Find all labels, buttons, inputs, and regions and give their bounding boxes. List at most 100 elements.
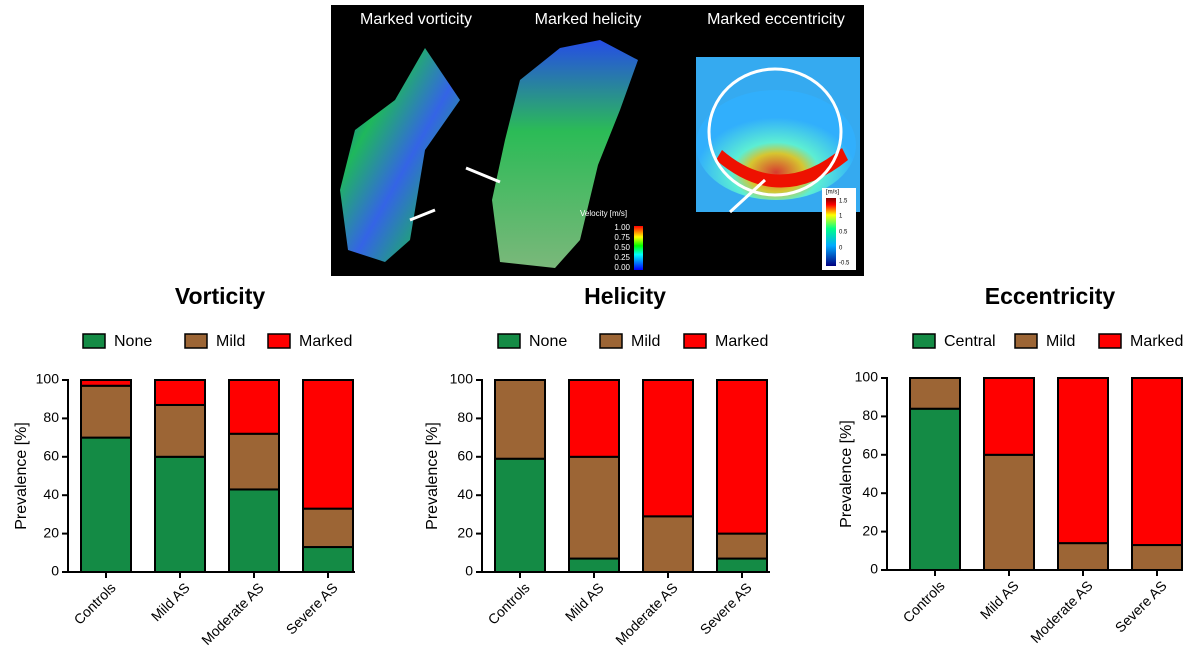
colorbar-label: 0.50: [614, 243, 630, 252]
x-tick-label: Mild AS: [977, 577, 1022, 622]
y-tick-label: 60: [457, 448, 473, 464]
colorbar: [826, 198, 836, 266]
colorbar-title: Velocity [m/s]: [580, 209, 627, 218]
legend-swatch: [1014, 333, 1038, 349]
bar-segment: [642, 379, 694, 518]
flow-image: Marked vorticity Marked helicity Marked …: [331, 5, 864, 276]
bar-segment: [302, 546, 354, 573]
x-tick-label: Mild AS: [562, 579, 607, 624]
y-axis-label: Prevalence [%]: [13, 422, 30, 530]
colorbar-title: [m/s]: [826, 190, 839, 196]
chart-title: Helicity: [584, 283, 666, 309]
colorbar-label: 0.00: [614, 263, 630, 272]
colorbar-label: 1: [839, 214, 843, 220]
legend-label: Mild: [631, 333, 660, 350]
bar-segment: [154, 455, 206, 573]
bar-segment: [568, 379, 620, 458]
legend-label: None: [529, 333, 567, 350]
colorbar-label: 0.25: [614, 253, 630, 262]
legend-label: Marked: [299, 333, 352, 350]
bar-segment: [716, 379, 768, 535]
bar-segment: [909, 377, 961, 410]
arrow: [409, 208, 436, 222]
bar-segment: [228, 488, 280, 573]
chart-title: Vorticity: [175, 283, 266, 309]
legend-label: Mild: [216, 333, 245, 350]
panel-title: Marked helicity: [535, 11, 642, 28]
x-tick-label: Moderate AS: [1027, 577, 1096, 646]
legend-swatch: [497, 333, 521, 349]
bar-segment: [568, 455, 620, 560]
colorbar: [634, 226, 643, 270]
colorbar-label: 0.75: [614, 233, 630, 242]
x-tick-label: Controls: [485, 579, 533, 627]
legend-swatch: [599, 333, 623, 349]
legend-label: Mild: [1046, 333, 1075, 350]
eccentricity-jet: [716, 148, 848, 188]
legend-swatch: [184, 333, 208, 349]
bar-segment: [568, 557, 620, 573]
vorticity-flow: [340, 48, 460, 262]
x-tick-label: Severe AS: [283, 579, 341, 637]
y-tick-label: 100: [855, 369, 879, 385]
y-tick-label: 20: [43, 524, 59, 540]
bar-segment: [1131, 377, 1183, 547]
bar-segment: [909, 407, 961, 571]
chart-title: Eccentricity: [985, 283, 1116, 309]
arrow: [728, 178, 767, 214]
y-tick-label: 100: [450, 371, 474, 387]
y-tick-label: 100: [36, 371, 60, 387]
x-tick-label: Controls: [900, 577, 948, 625]
colorbar-label: 1.00: [614, 223, 630, 232]
legend-swatch: [912, 333, 936, 349]
colorbar-label: 0: [839, 246, 843, 252]
bar-segment: [716, 532, 768, 560]
y-tick-label: 20: [862, 522, 878, 538]
colorbar-label: -0.5: [839, 261, 850, 267]
bar-segment: [80, 384, 132, 439]
bar-segment: [494, 457, 546, 573]
y-tick-label: 80: [43, 409, 59, 425]
y-tick-label: 40: [862, 484, 878, 500]
y-tick-label: 0: [465, 563, 473, 579]
x-tick-label: Moderate AS: [612, 579, 681, 648]
y-tick-label: 0: [51, 563, 59, 579]
bar-segment: [983, 453, 1035, 571]
bar-segment: [80, 436, 132, 573]
y-tick-label: 80: [862, 407, 878, 423]
bar-segment: [154, 379, 206, 406]
panel-title: Marked eccentricity: [707, 11, 845, 28]
y-tick-label: 60: [862, 446, 878, 462]
legend-swatch: [683, 333, 707, 349]
legend-label: Central: [944, 333, 996, 350]
legend-swatch: [1098, 333, 1122, 349]
x-tick-label: Mild AS: [148, 579, 193, 624]
bar-segment: [642, 515, 694, 574]
helicity-flow: [492, 40, 638, 268]
y-tick-label: 0: [870, 561, 878, 577]
colorbar-label: 1.5: [839, 199, 848, 205]
y-tick-label: 80: [457, 409, 473, 425]
y-tick-label: 40: [457, 486, 473, 502]
arrow: [465, 166, 501, 184]
bar-segment: [302, 379, 354, 510]
legend-label: None: [114, 333, 152, 350]
panel-title: Marked vorticity: [360, 11, 472, 28]
x-tick-label: Controls: [71, 579, 119, 627]
bar-segment: [302, 507, 354, 549]
bar-segment: [228, 379, 280, 435]
y-tick-label: 20: [457, 524, 473, 540]
bar-segment: [80, 379, 132, 387]
y-axis-label: Prevalence [%]: [838, 420, 855, 528]
legend-swatch: [82, 333, 106, 349]
bar-segment: [1057, 377, 1109, 545]
x-tick-label: Severe AS: [697, 579, 755, 637]
y-axis-label: Prevalence [%]: [424, 422, 441, 530]
legend-label: Marked: [1130, 333, 1183, 350]
x-tick-label: Moderate AS: [198, 579, 267, 648]
legend-label: Marked: [715, 333, 768, 350]
x-tick-label: Severe AS: [1112, 577, 1170, 635]
bar-segment: [716, 557, 768, 573]
bar-segment: [494, 379, 546, 460]
